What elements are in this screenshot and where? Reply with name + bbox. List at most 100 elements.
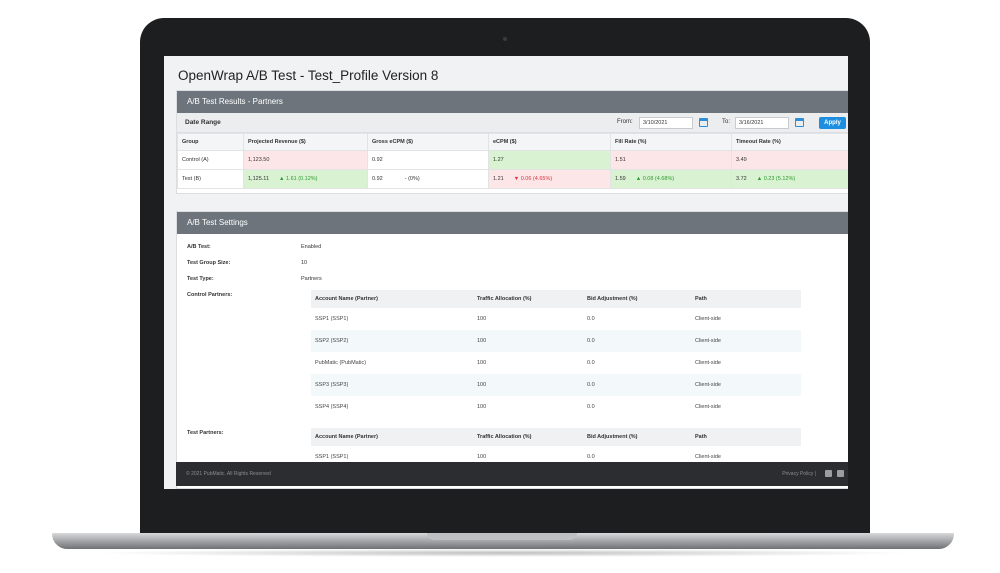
group-cell: Control (A) [177,150,244,170]
timeout-rate-cell: 3.72 ▲ 0.23 (5.12%) [731,169,848,189]
ecpm-cell: 1.21 ▼ 0.06 (4.65%) [488,169,611,189]
traffic-allocation: 100 [473,374,583,396]
partner-name: SSP3 (SSP3) [311,374,473,396]
ab-test-results-panel: A/B Test Results - Partners Date Range F… [176,90,848,194]
test-partners-label: Test Partners: [187,430,224,436]
column-header: Path [691,290,801,308]
page-title: OpenWrap A/B Test - Test_Profile Version… [178,68,439,83]
path: Client-side [691,352,801,374]
bid-adjustment: 0.0 [583,352,691,374]
column-header: Account Name (Partner) [311,428,473,446]
date-range-label: Date Range [185,119,221,126]
results-table: Group Projected Revenue ($) Gross eCPM (… [177,133,848,189]
timeout-rate-cell: 3.49 [731,150,848,170]
bid-adjustment: 0.0 [583,396,691,418]
laptop-base [52,533,954,549]
revenue-delta: ▲ 1.61 (0.12%) [279,176,318,182]
column-header: Traffic Allocation (%) [473,290,583,308]
laptop-screen: OpenWrap A/B Test - Test_Profile Version… [164,56,848,489]
from-date-input[interactable]: 3/10/2021 [639,117,693,129]
calendar-icon[interactable] [699,118,708,127]
privacy-policy-link[interactable]: Privacy Policy | [782,471,816,477]
partner-name: PubMatic (PubMatic) [311,352,473,374]
path: Client-side [691,330,801,352]
ab-test-label: A/B Test: [187,244,211,250]
ab-test-value: Enabled [301,244,322,250]
results-panel-header: A/B Test Results - Partners [177,91,848,113]
ecpm-value: 1.21 [493,176,504,182]
control-partners-table: Account Name (Partner) Traffic Allocatio… [311,290,801,418]
table-row: SSP2 (SSP2) 100 0.0 Client-side [311,330,801,352]
test-type-value: Partners [301,276,322,282]
fill-rate-cell: 1.51 [610,150,732,170]
column-header: Account Name (Partner) [311,290,473,308]
to-label: To: [722,119,731,125]
column-header: Bid Adjustment (%) [583,290,691,308]
table-row: PubMatic (PubMatic) 100 0.0 Client-side [311,352,801,374]
gross-ecpm-cell: 0.92 - (0%) [367,169,489,189]
bid-adjustment: 0.0 [583,374,691,396]
page-footer: © 2021 PubMatic. All Rights Reserved Pri… [176,462,848,486]
settings-panel-header: A/B Test Settings [177,212,848,234]
revenue-cell: 1,125.11 ▲ 1.61 (0.12%) [243,169,368,189]
column-header: Projected Revenue ($) [243,133,368,151]
laptop-lid: OpenWrap A/B Test - Test_Profile Version… [140,18,870,540]
group-size-label: Test Group Size: [187,260,231,266]
laptop-notch [427,533,577,540]
from-label: From: [617,119,633,125]
partner-name: SSP2 (SSP2) [311,330,473,352]
table-row: SSP3 (SSP3) 100 0.0 Client-side [311,374,801,396]
table-row: SSP4 (SSP4) 100 0.0 Client-side [311,396,801,418]
fill-rate-delta: ▲ 0.08 (4.68%) [635,176,675,182]
test-type-label: Test Type: [187,276,214,282]
results-header-row: Group Projected Revenue ($) Gross eCPM (… [177,133,848,151]
to-date-input[interactable]: 3/16/2021 [735,117,789,129]
column-header: eCPM ($) [488,133,611,151]
fill-rate-value: 1.59 [615,176,626,182]
bid-adjustment: 0.0 [583,308,691,330]
calendar-icon[interactable] [795,118,804,127]
twitter-icon[interactable] [837,470,844,477]
revenue-cell: 1,123.50 [243,150,368,170]
column-header: Group [177,133,244,151]
timeout-rate-value: 3.72 [736,176,747,182]
column-header: Gross eCPM ($) [367,133,489,151]
column-header: Timeout Rate (%) [731,133,848,151]
copyright-text: © 2021 PubMatic. All Rights Reserved [186,471,271,477]
column-header: Traffic Allocation (%) [473,428,583,446]
gross-ecpm-cell: 0.92 [367,150,489,170]
camera-dot [503,37,507,41]
table-row: Control (A) 1,123.50 0.92 1.27 1.51 3.49 [177,150,848,170]
ecpm-cell: 1.27 [488,150,611,170]
ecpm-delta: ▼ 0.06 (4.65%) [513,176,553,182]
path: Client-side [691,374,801,396]
column-header: Fill Rate (%) [610,133,732,151]
column-header: Bid Adjustment (%) [583,428,691,446]
control-partners-label: Control Partners: [187,292,233,298]
apply-button[interactable]: Apply [819,117,846,129]
table-row: SSP1 (SSP1) 100 0.0 Client-side [311,308,801,330]
path: Client-side [691,396,801,418]
control-partners-header-row: Account Name (Partner) Traffic Allocatio… [311,290,801,308]
facebook-icon[interactable] [825,470,832,477]
test-partners-header-row: Account Name (Partner) Traffic Allocatio… [311,428,801,446]
bid-adjustment: 0.0 [583,330,691,352]
group-cell: Test (B) [177,169,244,189]
traffic-allocation: 100 [473,396,583,418]
timeout-rate-delta: ▲ 0.23 (5.12%) [756,176,796,182]
date-range-row: Date Range From: 3/10/2021 To: 3/16/2021… [177,113,848,133]
gross-ecpm-delta: - (0%) [404,176,420,182]
fill-rate-cell: 1.59 ▲ 0.08 (4.68%) [610,169,732,189]
column-header: Path [691,428,801,446]
traffic-allocation: 100 [473,308,583,330]
partner-name: SSP4 (SSP4) [311,396,473,418]
laptop-shadow [90,549,916,557]
group-size-value: 10 [301,260,308,266]
revenue-value: 1,125.11 [248,176,270,182]
traffic-allocation: 100 [473,352,583,374]
table-row: Test (B) 1,125.11 ▲ 1.61 (0.12%) 0.92 - (0… [177,169,848,189]
traffic-allocation: 100 [473,330,583,352]
ab-test-settings-panel: A/B Test Settings A/B Test: Enabled Test… [176,211,848,489]
partner-name: SSP1 (SSP1) [311,308,473,330]
path: Client-side [691,308,801,330]
